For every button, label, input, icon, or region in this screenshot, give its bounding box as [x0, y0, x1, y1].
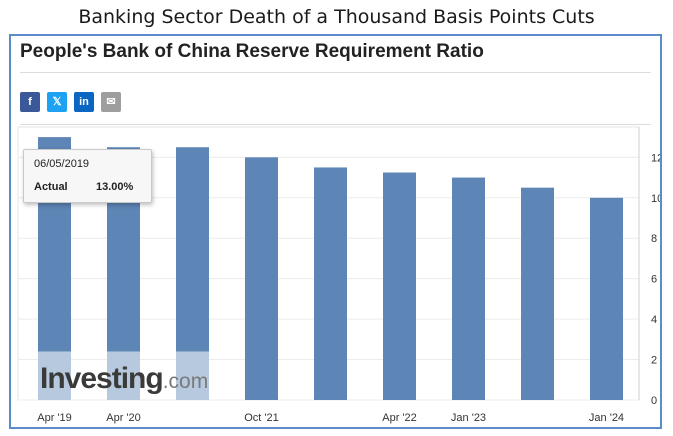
title-divider [20, 72, 651, 73]
y-tick-label: 4 [651, 314, 657, 326]
bar-logo-overlap [38, 351, 71, 400]
bar[interactable] [383, 172, 416, 401]
y-tick-label: 6 [651, 274, 657, 286]
y-tick-label: 12 [651, 152, 660, 164]
logo-main: Investing [40, 362, 164, 395]
caption: Banking Sector Death of a Thousand Basis… [78, 6, 595, 28]
logo-sub: .com [162, 370, 209, 393]
y-tick-label: 0 [651, 395, 657, 407]
x-tick-label: Oct '21 [244, 412, 279, 424]
chart-widget: People's Bank of China Reserve Requireme… [9, 34, 662, 429]
x-tick-label: Apr '22 [382, 412, 417, 424]
tooltip: 06/05/2019 Actual 13.00% [23, 149, 152, 203]
investing-logo: Investing.com [40, 362, 208, 396]
email-icon[interactable]: ✉ [101, 92, 121, 112]
tooltip-value: 13.00% [96, 181, 134, 193]
bar[interactable] [590, 197, 623, 400]
bar[interactable] [521, 187, 554, 400]
bar-logo-overlap [176, 351, 209, 400]
share-divider [20, 124, 651, 125]
x-tick-label: Apr '19 [37, 412, 72, 424]
y-tick-label: 8 [651, 233, 657, 245]
twitter-icon[interactable]: 𝕏 [47, 92, 67, 112]
x-tick-label: Apr '20 [106, 412, 141, 424]
tooltip-date: 06/05/2019 [34, 158, 90, 170]
x-tick-label: Jan '24 [589, 412, 624, 424]
facebook-icon[interactable]: f [20, 92, 40, 112]
chart-title: People's Bank of China Reserve Requireme… [20, 41, 484, 62]
tooltip-label: Actual [34, 181, 68, 193]
bar[interactable] [245, 157, 278, 400]
y-tick-label: 10 [651, 193, 660, 205]
bar[interactable] [452, 177, 485, 400]
bar[interactable] [314, 167, 347, 400]
linkedin-icon[interactable]: in [74, 92, 94, 112]
x-tick-label: Jan '23 [451, 412, 486, 424]
bar-logo-overlap [107, 351, 140, 400]
y-tick-label: 2 [651, 355, 657, 367]
